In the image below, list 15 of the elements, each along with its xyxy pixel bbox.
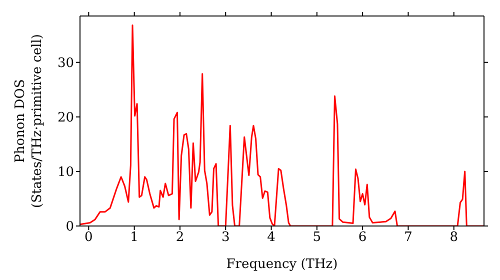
x-tick-label: 5 xyxy=(312,230,322,246)
x-tick-label: 7 xyxy=(404,230,412,246)
x-tick-label: 8 xyxy=(450,230,458,246)
y-tick-label: 10 xyxy=(57,165,74,180)
y-tick-label: 0 xyxy=(66,220,74,235)
x-tick-label: 2 xyxy=(176,230,184,246)
x-tick-label: 6 xyxy=(358,230,367,246)
y-tick-label: 20 xyxy=(57,110,74,126)
y-axis-title: Phonon DOS (States/THz·primitive cell) xyxy=(13,34,45,208)
x-tick-label: 0 xyxy=(84,230,93,246)
x-axis-title: Frequency (THz) xyxy=(226,257,338,272)
y-tick-label: 30 xyxy=(57,56,74,71)
x-tick-label: 3 xyxy=(221,230,230,246)
x-tick-label: 1 xyxy=(130,230,138,246)
x-tick-label: 4 xyxy=(267,230,276,246)
